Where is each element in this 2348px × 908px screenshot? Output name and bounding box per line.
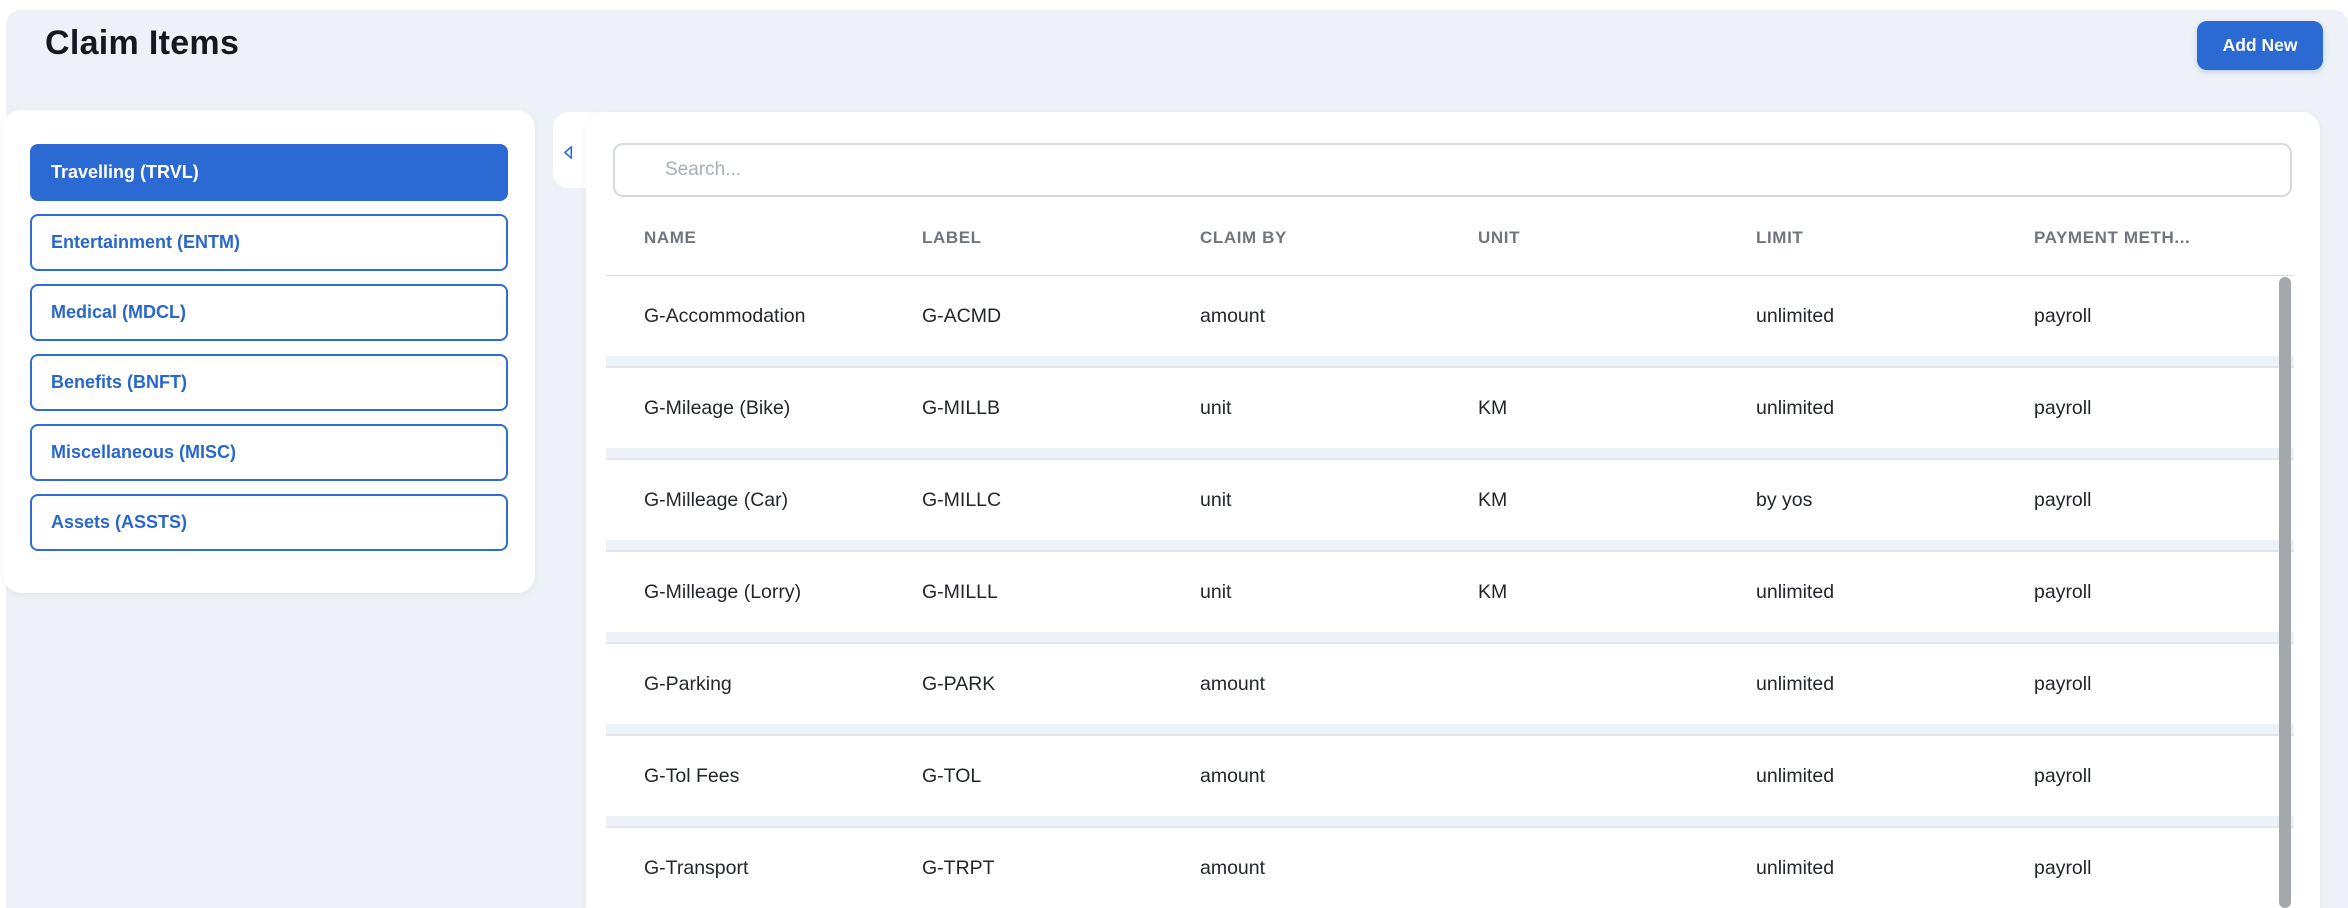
- cell-name: G-Accommodation: [644, 304, 806, 327]
- cell-limit: unlimited: [1756, 304, 1835, 327]
- cell-claim_by: amount: [1200, 304, 1266, 327]
- sidebar-item-bnft[interactable]: Benefits (BNFT): [30, 354, 508, 411]
- column-header-unit: UNIT: [1478, 228, 1521, 247]
- table-body: G-Accommodation G-ACMD amount unlimited payr…: [606, 276, 2294, 908]
- sidebar-item-entm[interactable]: Entertainment (ENTM): [30, 214, 508, 271]
- add-new-button[interactable]: Add New: [2197, 21, 2323, 70]
- cell-name: G-Parking: [644, 672, 732, 695]
- search-input[interactable]: [613, 143, 2292, 197]
- cell-label: G-PARK: [922, 672, 996, 695]
- cell-unit: KM: [1478, 580, 1508, 603]
- column-header-limit: LIMIT: [1756, 228, 1804, 247]
- cell-claim_by: amount: [1200, 672, 1266, 695]
- row-separator: [606, 724, 2294, 736]
- page-title: Claim Items: [45, 24, 240, 62]
- claim-items-panel: NAME LABEL CLAIM BY UNIT LIMIT PAYMENT METH..…: [586, 112, 2320, 908]
- cell-payment_method: payroll: [2034, 764, 2092, 787]
- cell-label: G-MILLL: [922, 580, 998, 603]
- table-row[interactable]: G-Transport G-TRPT amount unlimited payroll: [606, 828, 2294, 908]
- cell-payment_method: payroll: [2034, 856, 2092, 879]
- cell-limit: by yos: [1756, 488, 1813, 511]
- cell-name: G-Milleage (Car): [644, 488, 789, 511]
- chevron-left-icon: [560, 144, 577, 161]
- cell-label: G-TOL: [922, 764, 982, 787]
- column-header-label: LABEL: [922, 228, 982, 247]
- table-header: NAME LABEL CLAIM BY UNIT LIMIT PAYMENT METH..…: [606, 212, 2294, 264]
- cell-limit: unlimited: [1756, 764, 1835, 787]
- table-row[interactable]: G-Mileage (Bike) G-MILLB unit KM unlimited pa…: [606, 368, 2294, 448]
- cell-label: G-ACMD: [922, 304, 1002, 327]
- cell-limit: unlimited: [1756, 580, 1835, 603]
- table-row[interactable]: G-Parking G-PARK amount unlimited payroll: [606, 644, 2294, 724]
- cell-name: G-Mileage (Bike): [644, 396, 791, 419]
- vertical-scrollbar-thumb[interactable]: [2279, 277, 2291, 908]
- cell-payment_method: payroll: [2034, 304, 2092, 327]
- cell-claim_by: unit: [1200, 488, 1232, 511]
- cell-claim_by: amount: [1200, 856, 1266, 879]
- cell-name: G-Transport: [644, 856, 749, 879]
- cell-label: G-MILLB: [922, 396, 1001, 419]
- collapse-sidebar-button[interactable]: [554, 138, 582, 166]
- cell-claim_by: unit: [1200, 396, 1232, 419]
- cell-name: G-Milleage (Lorry): [644, 580, 802, 603]
- cell-limit: unlimited: [1756, 672, 1835, 695]
- cell-claim_by: unit: [1200, 580, 1232, 603]
- cell-claim_by: amount: [1200, 764, 1266, 787]
- cell-limit: unlimited: [1756, 396, 1835, 419]
- cell-label: G-TRPT: [922, 856, 995, 879]
- column-header-claim_by: CLAIM BY: [1200, 228, 1287, 247]
- cell-payment_method: payroll: [2034, 488, 2092, 511]
- row-separator: [606, 448, 2294, 460]
- cell-limit: unlimited: [1756, 856, 1835, 879]
- sidebar-item-assts[interactable]: Assets (ASSTS): [30, 494, 508, 551]
- column-header-name: NAME: [644, 228, 697, 247]
- table-row[interactable]: G-Tol Fees G-TOL amount unlimited payroll: [606, 736, 2294, 816]
- cell-label: G-MILLC: [922, 488, 1002, 511]
- cell-payment_method: payroll: [2034, 672, 2092, 695]
- sidebar: Travelling (TRVL) Entertainment (ENTM) Med…: [3, 110, 535, 593]
- table-row[interactable]: G-Milleage (Lorry) G-MILLL unit KM unlimited…: [606, 552, 2294, 632]
- row-separator: [606, 632, 2294, 644]
- sidebar-item-mdcl[interactable]: Medical (MDCL): [30, 284, 508, 341]
- row-separator: [606, 540, 2294, 552]
- cell-name: G-Tol Fees: [644, 764, 740, 787]
- header-divider: [606, 275, 2294, 276]
- row-separator: [606, 356, 2294, 368]
- table-row[interactable]: G-Accommodation G-ACMD amount unlimited payr…: [606, 276, 2294, 356]
- table-row[interactable]: G-Milleage (Car) G-MILLC unit KM by yos payro…: [606, 460, 2294, 540]
- row-separator: [606, 816, 2294, 828]
- cell-payment_method: payroll: [2034, 580, 2092, 603]
- sidebar-item-trvl[interactable]: Travelling (TRVL): [30, 144, 508, 201]
- cell-unit: KM: [1478, 396, 1508, 419]
- cell-payment_method: payroll: [2034, 396, 2092, 419]
- sidebar-item-misc[interactable]: Miscellaneous (MISC): [30, 424, 508, 481]
- cell-unit: KM: [1478, 488, 1508, 511]
- column-header-payment_method: PAYMENT METH...: [2034, 228, 2191, 247]
